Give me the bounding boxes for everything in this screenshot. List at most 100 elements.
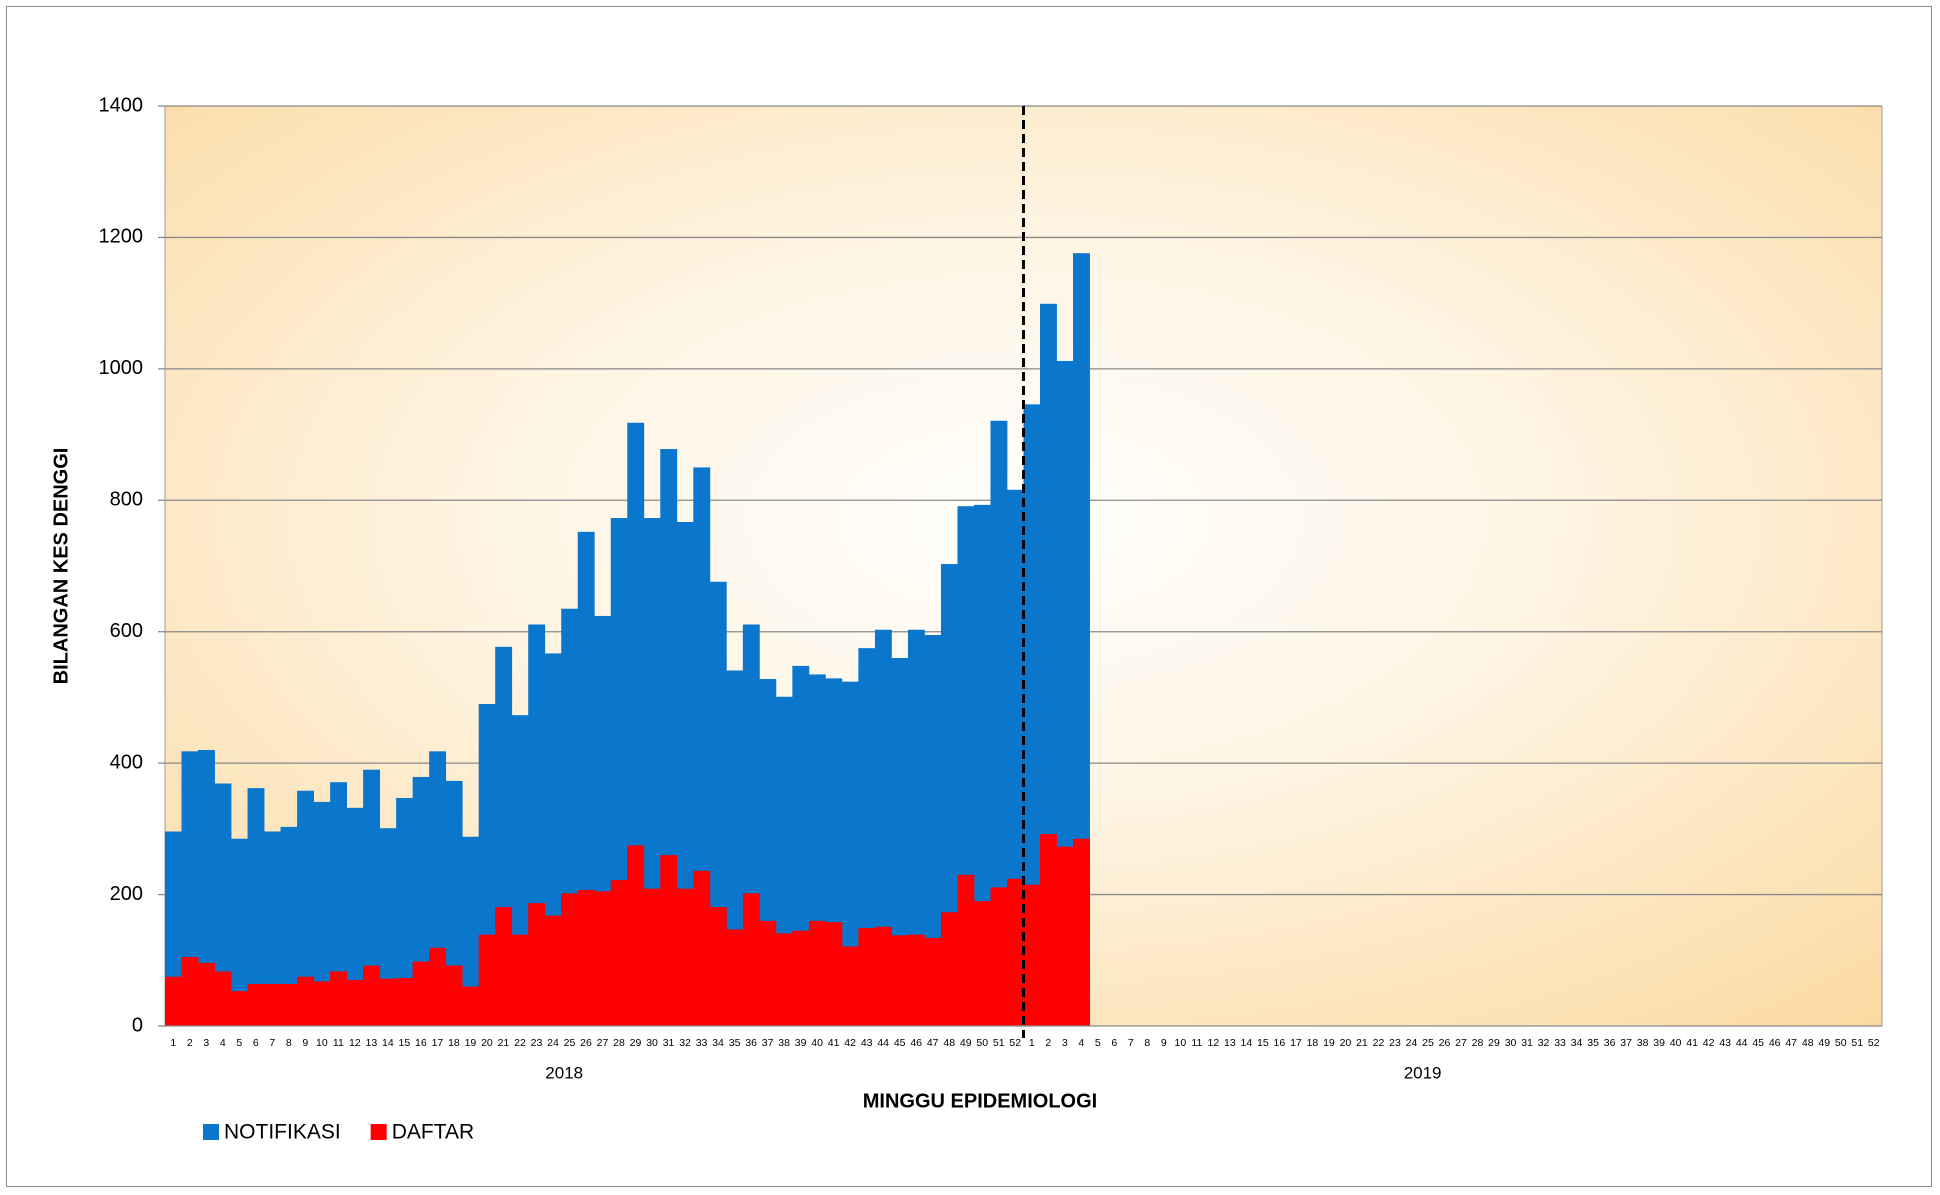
x-tick-label: 19 — [465, 1037, 477, 1049]
x-tick-label: 28 — [613, 1037, 625, 1049]
x-tick-label: 21 — [498, 1037, 510, 1049]
x-tick-label: 47 — [927, 1037, 939, 1049]
bar — [841, 946, 859, 1026]
bar — [214, 783, 232, 1026]
bar — [709, 907, 727, 1026]
x-tick-label: 4 — [1078, 1037, 1084, 1049]
x-tick-label: 8 — [1144, 1037, 1150, 1049]
bar — [891, 935, 909, 1026]
x-tick-label: 27 — [1455, 1037, 1467, 1049]
x-tick-label: 15 — [399, 1037, 411, 1049]
x-tick-label: 37 — [762, 1037, 774, 1049]
x-axis-title: MINGGU EPIDEMIOLOGI — [863, 1090, 1097, 1112]
bar — [759, 920, 777, 1026]
x-tick-label: 14 — [1241, 1037, 1253, 1049]
x-tick-label: 3 — [203, 1037, 209, 1049]
x-tick-label: 45 — [1752, 1037, 1764, 1049]
bar — [990, 887, 1008, 1026]
x-tick-label: 33 — [1554, 1037, 1566, 1049]
y-tick-label: 400 — [110, 751, 143, 773]
x-tick-label: 31 — [1521, 1037, 1533, 1049]
x-tick-label: 24 — [547, 1037, 559, 1049]
bar — [396, 978, 414, 1026]
y-tick-label: 0 — [132, 1014, 143, 1036]
x-tick-label: 45 — [894, 1037, 906, 1049]
x-tick-label: 9 — [1161, 1037, 1167, 1049]
bar — [280, 983, 298, 1026]
bar — [412, 961, 430, 1026]
bar — [940, 564, 958, 1026]
x-tick-label: 35 — [729, 1037, 741, 1049]
legend-label: DAFTAR — [392, 1121, 474, 1144]
x-tick-label: 41 — [828, 1037, 840, 1049]
y-tick-label: 600 — [110, 620, 143, 642]
x-tick-label: 52 — [1009, 1037, 1021, 1049]
bar — [346, 980, 364, 1026]
x-tick-label: 33 — [696, 1037, 708, 1049]
x-tick-label: 38 — [778, 1037, 790, 1049]
bar — [775, 933, 793, 1026]
x-tick-label: 10 — [1174, 1037, 1186, 1049]
bar — [990, 420, 1008, 1026]
bar — [330, 971, 348, 1026]
bar — [247, 983, 265, 1026]
bar — [924, 937, 942, 1026]
x-tick-label: 26 — [580, 1037, 592, 1049]
x-tick-label: 4 — [220, 1037, 226, 1049]
x-tick-label: 36 — [745, 1037, 757, 1049]
x-tick-label: 28 — [1472, 1037, 1484, 1049]
bar — [247, 788, 265, 1026]
bar — [231, 838, 248, 1026]
x-tick-label: 18 — [448, 1037, 460, 1049]
x-tick-label: 47 — [1785, 1037, 1797, 1049]
y-tick-label: 800 — [110, 489, 143, 511]
x-tick-label: 49 — [1818, 1037, 1830, 1049]
bar — [214, 971, 232, 1026]
bar — [676, 888, 694, 1026]
bar — [940, 912, 958, 1026]
bar — [363, 769, 381, 1026]
x-tick-label: 36 — [1604, 1037, 1616, 1049]
x-tick-label: 15 — [1257, 1037, 1269, 1049]
x-tick-label: 24 — [1406, 1037, 1418, 1049]
y-axis-title: BILANGAN KES DENGGI — [50, 448, 72, 685]
bar — [198, 750, 215, 1026]
bar — [594, 891, 612, 1026]
bar — [544, 915, 562, 1026]
bar — [264, 831, 281, 1026]
x-tick-label: 7 — [269, 1037, 275, 1049]
bar — [858, 928, 876, 1026]
x-tick-label: 10 — [316, 1037, 328, 1049]
bar — [231, 991, 248, 1026]
bar — [627, 845, 645, 1026]
x-tick-label: 43 — [1719, 1037, 1731, 1049]
x-tick-label: 32 — [679, 1037, 691, 1049]
x-tick-label: 44 — [1736, 1037, 1748, 1049]
bar — [1073, 838, 1090, 1026]
bar — [297, 790, 314, 1026]
x-tick-label: 51 — [1851, 1037, 1863, 1049]
bar — [808, 920, 826, 1026]
bar — [1023, 404, 1041, 1026]
legend-swatch — [203, 1124, 219, 1140]
x-tick-label: 3 — [1062, 1037, 1068, 1049]
x-tick-label: 46 — [910, 1037, 922, 1049]
bar — [462, 986, 480, 1026]
x-tick-label: 30 — [646, 1037, 658, 1049]
x-tick-label: 1 — [170, 1037, 176, 1049]
x-tick-label: 39 — [1653, 1037, 1665, 1049]
x-tick-label: 32 — [1538, 1037, 1550, 1049]
x-tick-label: 34 — [712, 1037, 724, 1049]
bar — [825, 922, 843, 1026]
x-tick-label: 52 — [1868, 1037, 1880, 1049]
bar — [396, 797, 414, 1026]
x-tick-label: 25 — [1422, 1037, 1434, 1049]
x-tick-label: 42 — [1703, 1037, 1715, 1049]
x-tick-label: 23 — [531, 1037, 543, 1049]
bar — [313, 801, 331, 1026]
bar — [198, 962, 215, 1026]
bar — [907, 934, 925, 1026]
bar — [165, 976, 182, 1026]
